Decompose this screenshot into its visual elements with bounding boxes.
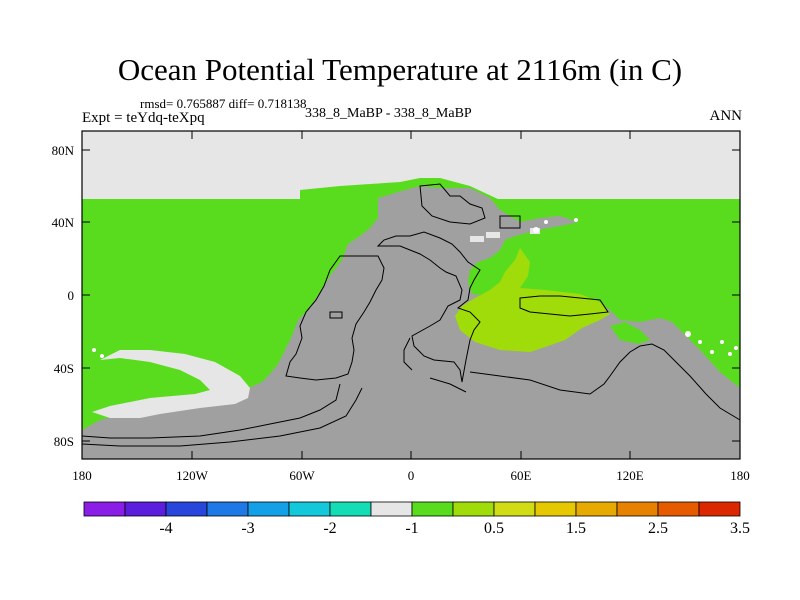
colorbar-swatch xyxy=(247,501,290,517)
colorbar-swatch xyxy=(452,501,495,517)
coastlines xyxy=(81,183,741,447)
colorbar-label: -1 xyxy=(405,520,418,537)
season-label: ANN xyxy=(709,108,743,124)
colorbar-swatch xyxy=(83,501,126,517)
antarctic-anomaly-patch xyxy=(92,350,250,418)
colorbar-swatch xyxy=(616,501,659,517)
colorbar-swatch xyxy=(698,501,741,517)
experiment-label: Expt = teYdq-teXpq xyxy=(82,110,205,126)
x-tick-label: 0 xyxy=(408,468,415,483)
colorbar-swatch xyxy=(165,501,208,517)
period-subtitle: 338_8_MaBP - 338_8_MaBP xyxy=(305,106,472,121)
colorbar-label: 0.5 xyxy=(484,520,504,537)
colorbar-swatch xyxy=(370,501,413,517)
colorbar-swatch xyxy=(657,501,700,517)
rmsd-diff-stats: rmsd= 0.765887 diff= 0.718138 xyxy=(140,96,307,111)
colorbar-swatch xyxy=(493,501,536,517)
colorbar-swatch xyxy=(288,501,331,517)
colorbar-swatch xyxy=(329,501,372,517)
y-tick-label: 40S xyxy=(54,361,74,376)
inland-gray-patch xyxy=(486,232,500,238)
y-tick-label: 40N xyxy=(52,215,75,230)
map-title: Ocean Potential Temperature at 2116m (in… xyxy=(117,52,683,87)
colorbar-swatch xyxy=(411,501,454,517)
y-tick-marks xyxy=(82,149,740,442)
x-tick-label: 60W xyxy=(289,468,315,483)
x-tick-label: 120W xyxy=(176,468,209,483)
x-tick-marks xyxy=(81,131,741,459)
colorbar-label: 3.5 xyxy=(730,520,750,537)
y-tick-label: 0 xyxy=(68,288,75,303)
x-tick-label: 120E xyxy=(616,468,644,483)
inland-gray-patch xyxy=(470,236,484,242)
y-tick-label: 80S xyxy=(54,434,74,449)
x-tick-label: 180 xyxy=(72,468,92,483)
y-tick-label: 80N xyxy=(52,143,75,158)
colorbar-swatch xyxy=(534,501,577,517)
warm-anomaly-region xyxy=(455,248,610,352)
colorbar-label: 1.5 xyxy=(566,520,586,537)
colorbar-swatch xyxy=(575,501,618,517)
colorbar-label: -4 xyxy=(159,520,172,537)
eastern-island-green xyxy=(610,322,650,344)
colorbar-label: -3 xyxy=(241,520,254,537)
colorbar-label: -2 xyxy=(323,520,336,537)
colorbar-swatch xyxy=(206,501,249,517)
x-tick-label: 60E xyxy=(511,468,532,483)
colorbar-swatch xyxy=(124,501,167,517)
colorbar-label: 2.5 xyxy=(648,520,668,537)
x-tick-label: 180 xyxy=(730,468,750,483)
colorbar xyxy=(83,501,741,517)
missing-data-specks xyxy=(92,218,738,358)
